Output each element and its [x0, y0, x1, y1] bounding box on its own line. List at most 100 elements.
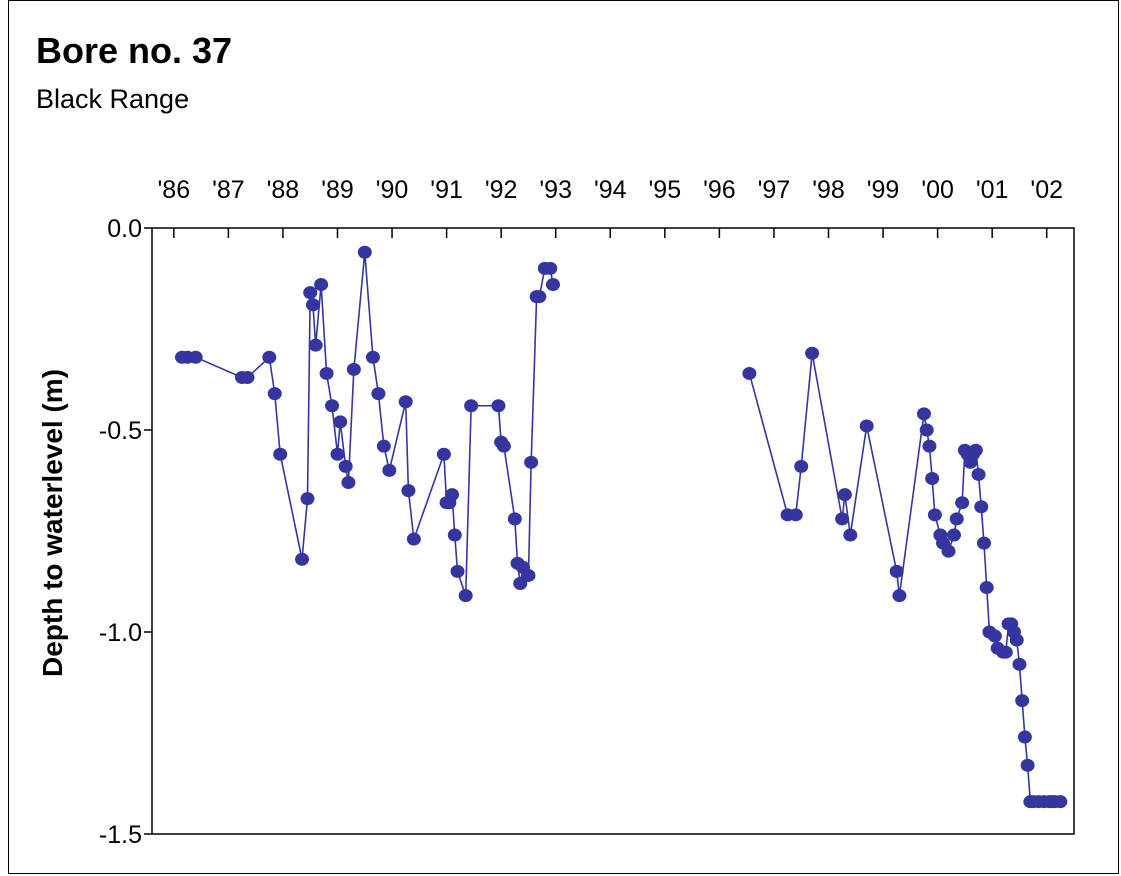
- data-point: [267, 387, 282, 401]
- data-point: [303, 286, 318, 300]
- data-point: [532, 290, 547, 304]
- series-line: [182, 252, 554, 596]
- data-point: [927, 508, 942, 522]
- data-point: [925, 471, 940, 485]
- data-point: [376, 439, 391, 453]
- data-point: [273, 447, 288, 461]
- x-tick-label: '93: [539, 176, 572, 204]
- data-point: [998, 645, 1013, 659]
- data-point: [971, 467, 986, 481]
- x-tick-label: '94: [594, 176, 627, 204]
- data-point: [1017, 730, 1032, 744]
- data-point: [450, 564, 465, 578]
- data-point: [919, 423, 934, 437]
- series-points: [175, 245, 1068, 809]
- data-point: [805, 346, 820, 360]
- data-point: [357, 245, 372, 259]
- data-point: [955, 496, 970, 510]
- data-point: [325, 399, 340, 413]
- data-point: [524, 455, 539, 469]
- y-tick-label: 0.0: [107, 215, 142, 243]
- data-point: [365, 350, 380, 364]
- data-point: [521, 568, 536, 582]
- data-point: [889, 564, 904, 578]
- chart-title: Bore no. 37: [36, 30, 233, 71]
- x-tick-label: '92: [485, 176, 518, 204]
- x-tick-label: '98: [812, 176, 845, 204]
- y-tick-label: -1.0: [99, 619, 142, 647]
- x-tick-label: '01: [976, 176, 1009, 204]
- data-point: [543, 261, 558, 275]
- chart-subtitle: Black Range: [36, 84, 190, 114]
- data-point: [295, 552, 310, 566]
- data-point: [974, 500, 989, 514]
- x-tick-label: '88: [267, 176, 300, 204]
- data-point: [507, 512, 522, 526]
- data-point: [447, 528, 462, 542]
- data-point: [401, 484, 416, 498]
- data-point: [436, 447, 451, 461]
- data-point: [837, 488, 852, 502]
- x-tick-label: '89: [321, 176, 354, 204]
- data-point: [491, 399, 506, 413]
- y-tick-group: 0.0 -0.5 -1.0 -1.5: [99, 215, 152, 849]
- data-point: [240, 370, 255, 384]
- data-point: [892, 589, 907, 603]
- data-point: [788, 508, 803, 522]
- data-point: [341, 476, 356, 490]
- data-point: [843, 528, 858, 542]
- data-point: [496, 439, 511, 453]
- data-point: [398, 395, 413, 409]
- plot-border: [151, 227, 1075, 835]
- data-point: [262, 350, 277, 364]
- data-point: [314, 278, 329, 292]
- x-tick-label: '90: [376, 176, 409, 204]
- x-tick-label: '96: [703, 176, 736, 204]
- plot-axes: [151, 227, 1075, 835]
- data-point: [1009, 633, 1024, 647]
- x-tick-label: '91: [430, 176, 463, 204]
- data-point: [333, 415, 348, 429]
- y-tick-label: -1.5: [99, 821, 142, 849]
- data-point: [338, 459, 353, 473]
- data-point: [835, 512, 850, 526]
- x-tick-label: '02: [1030, 176, 1063, 204]
- y-tick-label: -0.5: [99, 417, 142, 445]
- x-tick-label: '99: [867, 176, 900, 204]
- data-point: [330, 447, 345, 461]
- data-point: [859, 419, 874, 433]
- data-point: [941, 544, 956, 558]
- x-tick-label: '00: [921, 176, 954, 204]
- x-tick-label: '86: [158, 176, 191, 204]
- data-point: [445, 488, 460, 502]
- data-point: [545, 278, 560, 292]
- data-point: [319, 366, 334, 380]
- data-point: [382, 463, 397, 477]
- data-point: [300, 492, 315, 506]
- data-point: [987, 629, 1002, 643]
- data-point: [464, 399, 479, 413]
- data-point: [794, 459, 809, 473]
- x-tick-group: '86 '87 '88 '89 '90 '91 '92 '93 '94 '95 '96 '97 '98 '…: [158, 176, 1063, 238]
- data-point: [979, 581, 994, 595]
- data-point: [1015, 694, 1030, 708]
- y-axis-label: Depth to waterlevel (m): [37, 369, 68, 677]
- data-point: [1053, 795, 1068, 809]
- data-point: [949, 512, 964, 526]
- data-point: [188, 350, 203, 364]
- chart-frame: [8, 0, 1119, 874]
- data-point: [742, 366, 757, 380]
- data-point: [406, 532, 421, 546]
- data-point: [922, 439, 937, 453]
- x-tick-label: '95: [649, 176, 682, 204]
- data-point: [1020, 758, 1035, 772]
- data-point: [308, 338, 323, 352]
- data-point: [1012, 657, 1027, 671]
- data-point: [458, 589, 473, 603]
- x-tick-label: '87: [212, 176, 245, 204]
- data-point: [371, 387, 386, 401]
- data-point: [305, 298, 320, 312]
- data-point: [946, 528, 961, 542]
- x-tick-label: '97: [758, 176, 791, 204]
- data-point: [976, 536, 991, 550]
